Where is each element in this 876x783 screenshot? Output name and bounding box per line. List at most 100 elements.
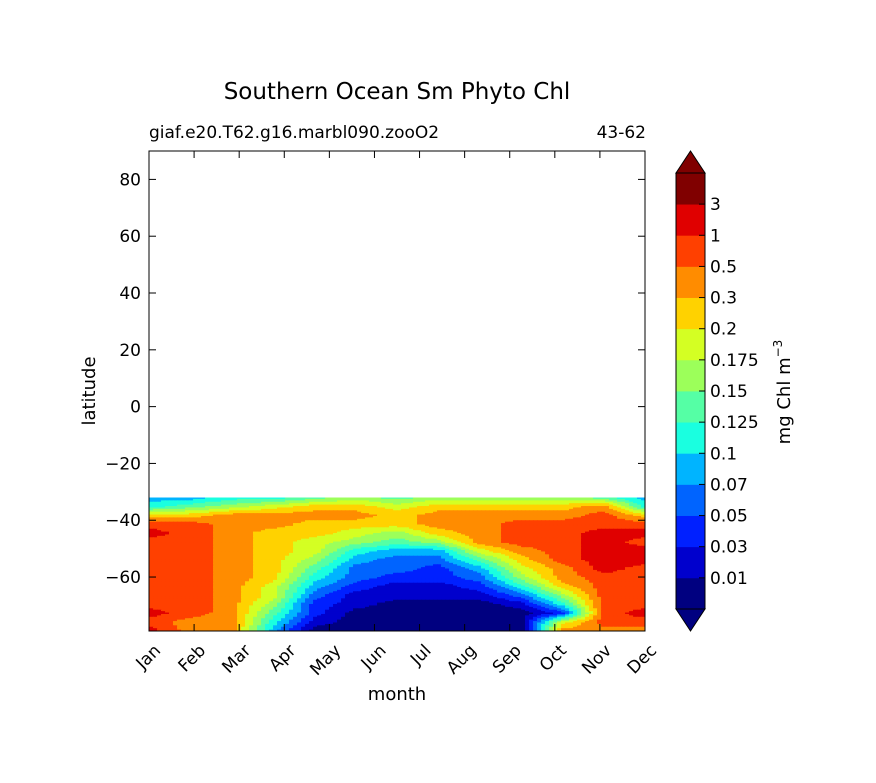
contour-cell <box>201 517 206 520</box>
contour-cell <box>177 528 182 531</box>
contour-cell <box>169 501 174 504</box>
contour-cell <box>461 527 466 530</box>
contour-cell <box>189 497 194 500</box>
contour-cell <box>493 508 498 511</box>
contour-cell <box>441 520 446 523</box>
contour-cell <box>629 506 634 509</box>
contour-cell <box>465 517 470 520</box>
contour-cell <box>433 513 438 516</box>
contour-cell <box>229 497 234 500</box>
contour-cell <box>585 501 590 504</box>
contour-cell <box>417 518 422 521</box>
contour-cell <box>545 497 550 500</box>
contour-cell <box>525 535 530 538</box>
contour-cell <box>429 524 434 527</box>
contour-cell <box>617 534 622 537</box>
contour-cell <box>345 534 350 537</box>
contour-cell <box>237 503 242 506</box>
contour-cell <box>637 504 642 507</box>
contour-cell <box>401 528 406 531</box>
contour-cell <box>461 517 466 520</box>
contour-cell <box>509 510 514 513</box>
contour-cell <box>373 527 378 530</box>
contour-cell <box>385 504 390 507</box>
contour-cell <box>501 513 506 516</box>
contour-cell <box>545 501 550 504</box>
contour-cell <box>321 504 326 507</box>
contour-cell <box>317 528 322 531</box>
contour-cell <box>373 510 378 513</box>
contour-cell <box>513 531 518 534</box>
contour-cell <box>373 514 378 517</box>
contour-cell <box>349 523 354 526</box>
contour-cell <box>613 498 618 501</box>
contour-cell <box>257 497 262 500</box>
contour-cell <box>597 504 602 507</box>
contour-cell <box>485 497 490 500</box>
contour-cell <box>337 534 342 537</box>
contour-cell <box>617 533 622 536</box>
contour-cell <box>493 523 498 526</box>
contour-cell <box>373 515 378 518</box>
contour-cell <box>449 511 454 514</box>
contour-cell <box>229 498 234 501</box>
contour-cell <box>265 497 270 500</box>
contour-cell <box>597 530 602 533</box>
contour-cell <box>317 535 322 538</box>
contour-cell <box>241 508 246 511</box>
contour-cell <box>413 504 418 507</box>
contour-cell <box>625 518 630 521</box>
contour-cell <box>421 497 426 500</box>
contour-cell <box>409 527 414 530</box>
contour-cell <box>513 498 518 501</box>
contour-cell <box>201 537 206 540</box>
contour-cell <box>385 520 390 523</box>
contour-cell <box>405 513 410 516</box>
contour-cell <box>381 533 386 536</box>
contour-cell <box>353 535 358 538</box>
contour-cell <box>449 503 454 506</box>
contour-cell <box>553 517 558 520</box>
contour-cell <box>265 520 270 523</box>
contour-cell <box>313 514 318 517</box>
contour-cell <box>161 534 166 537</box>
contour-cell <box>533 511 538 514</box>
contour-cell <box>593 518 598 521</box>
contour-cell <box>153 520 158 523</box>
contour-cell <box>561 533 566 536</box>
contour-cell <box>481 504 486 507</box>
contour-cell <box>253 503 258 506</box>
contour-cell <box>185 525 190 528</box>
contour-cell <box>285 528 290 531</box>
contour-cell <box>213 534 218 537</box>
contour-cell <box>473 510 478 513</box>
contour-cell <box>465 530 470 533</box>
contour-cell <box>237 535 242 538</box>
contour-cell <box>509 523 514 526</box>
contour-cell <box>401 530 406 533</box>
contour-cell <box>541 510 546 513</box>
contour-cell <box>477 504 482 507</box>
contour-cell <box>165 498 170 501</box>
contour-cell <box>373 530 378 533</box>
contour-cell <box>329 517 334 520</box>
contour-cell <box>309 507 314 510</box>
contour-cell <box>577 528 582 531</box>
contour-cell <box>621 515 626 518</box>
contour-cell <box>325 525 330 528</box>
contour-cell <box>521 500 526 503</box>
contour-cell <box>621 503 626 506</box>
contour-cell <box>265 523 270 526</box>
contour-cell <box>565 504 570 507</box>
contour-cell <box>549 533 554 536</box>
contour-cell <box>169 514 174 517</box>
contour-cell <box>357 497 362 500</box>
contour-cell <box>489 503 494 506</box>
contour-cell <box>537 503 542 506</box>
contour-cell <box>469 520 474 523</box>
contour-cell <box>213 503 218 506</box>
contour-cell <box>189 510 194 513</box>
contour-cell <box>437 508 442 511</box>
contour-cell <box>409 507 414 510</box>
contour-cell <box>401 534 406 537</box>
